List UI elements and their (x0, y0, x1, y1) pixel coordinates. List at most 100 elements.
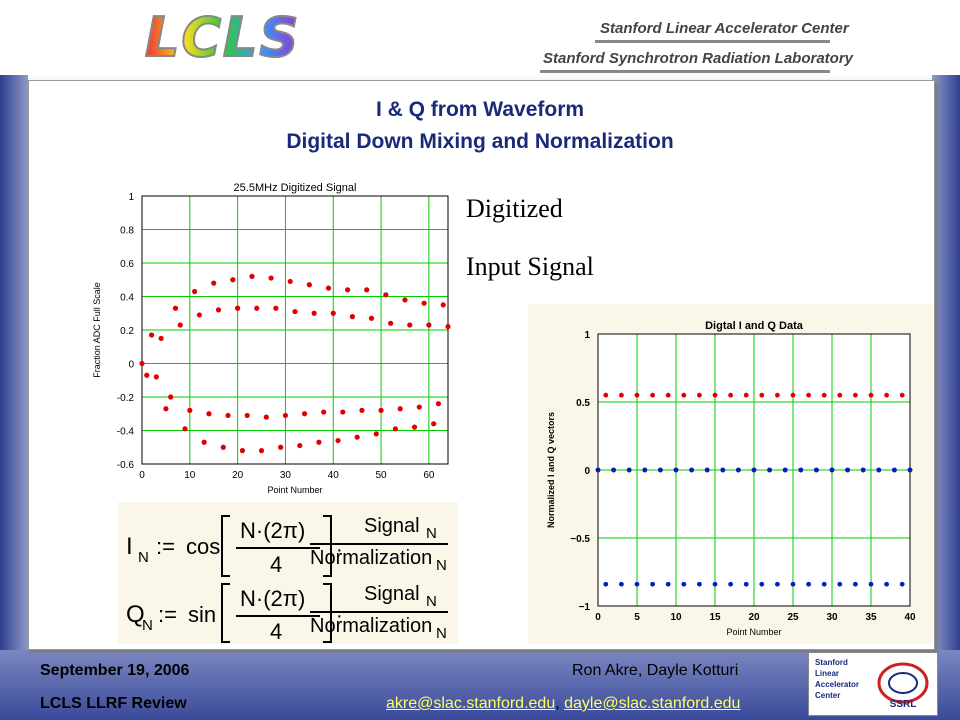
formula-q-dot: · (336, 605, 343, 627)
data-point (311, 310, 317, 316)
data-point (697, 581, 702, 587)
y-tick-label: -0.2 (117, 393, 135, 404)
x-tick-label: 0 (139, 470, 145, 481)
data-point (397, 406, 403, 412)
data-point (743, 581, 749, 587)
ssrl-ring-icon: SSRL (877, 662, 929, 710)
y-tick-label: 0 (584, 466, 590, 477)
data-point (634, 392, 640, 398)
slac-ssrl-logo: Stanford Linear Accelerator Center SSRL (808, 652, 938, 716)
data-point (704, 467, 710, 473)
x-axis-label: Point Number (267, 485, 322, 494)
formula-q-den: 4 (270, 619, 282, 644)
x-tick-label: 20 (232, 470, 244, 481)
x-tick-label: 10 (670, 612, 682, 623)
data-point (273, 305, 279, 311)
data-point (435, 401, 442, 407)
data-point (196, 312, 202, 318)
data-point (634, 581, 640, 587)
data-point (611, 467, 616, 473)
data-point (407, 322, 413, 328)
formula-cos: cos (186, 534, 220, 559)
data-point (354, 434, 360, 440)
data-point (206, 411, 212, 417)
formula-i-sub: N (138, 549, 149, 566)
data-point (860, 467, 866, 473)
data-point (148, 332, 155, 338)
data-point (316, 439, 322, 445)
data-point (806, 581, 811, 587)
data-point (163, 406, 169, 412)
data-point (158, 335, 164, 341)
data-point (411, 424, 418, 430)
data-point (907, 467, 913, 473)
formula-q-lhs: Q (126, 601, 145, 628)
email-link-kotturi[interactable]: dayle@slac.stanford.edu (564, 695, 741, 712)
data-point (790, 581, 796, 587)
x-tick-label: 30 (280, 470, 292, 481)
formula-i-lhs: I (126, 533, 133, 560)
slac-logo-line-3: Accelerator (815, 680, 860, 689)
y-tick-label: -0.4 (117, 427, 135, 438)
caption-input-signal: Input Signal (466, 252, 594, 281)
data-point (665, 581, 671, 587)
data-point (244, 412, 250, 419)
plot-frame (141, 195, 449, 465)
data-point (884, 581, 889, 587)
formula-q-normalization: Normalization (310, 615, 432, 637)
email-link-akre[interactable]: akre@slac.stanford.edu (386, 695, 556, 712)
footer-date: September 19, 2006 (40, 662, 190, 679)
data-point (868, 581, 874, 587)
digitized-signal-chart: 0 10 20 30 40 50 60 -0.6 -0.4 -0.2 0 0.2 0.4 0.6 0.8 1 2… (88, 172, 460, 494)
data-point (201, 439, 207, 445)
data-point (868, 392, 874, 398)
y-tick-label: 0.4 (120, 293, 134, 304)
footer-emails: akre@slac.stanford.edu, dayle@slac.stanf… (386, 695, 740, 713)
x-tick-label: 40 (904, 612, 916, 623)
data-point (364, 287, 370, 293)
data-point (814, 467, 819, 473)
formula-q-signal: Signal (364, 583, 420, 605)
data-point (759, 581, 765, 587)
formula-q-signal-sub: N (426, 593, 437, 610)
data-point (743, 392, 749, 398)
data-point (673, 467, 679, 473)
data-point (402, 297, 408, 303)
formula-background (118, 502, 458, 644)
data-point (876, 467, 882, 473)
data-point (144, 372, 150, 378)
data-point (368, 315, 375, 321)
x-tick-label: 50 (376, 470, 388, 481)
slac-logo-text: Stanford Linear Accelerator Center (815, 657, 859, 701)
slide-title-line2: Digital Down Mixing and Normalization (286, 130, 674, 153)
footer-event: LCLS LLRF Review (40, 695, 187, 712)
caption-digitized: Digitized (466, 194, 563, 223)
y-axis-label: Fraction ADC Full Scale (92, 282, 102, 378)
data-point (235, 305, 241, 311)
data-point (359, 407, 365, 413)
data-point (650, 392, 655, 398)
data-point (821, 392, 827, 398)
data-point (230, 277, 236, 283)
data-point (642, 467, 648, 473)
right-frame (932, 0, 960, 720)
data-point (292, 308, 298, 315)
data-point (392, 426, 399, 432)
data-point (681, 581, 687, 587)
formula-i-bracket-right (323, 515, 332, 577)
footer-band (0, 650, 960, 720)
data-point (383, 292, 389, 298)
data-point (821, 581, 827, 587)
data-point (658, 467, 663, 473)
data-point (681, 392, 687, 398)
data-point (736, 467, 741, 473)
slac-logo-line-4: Center (815, 691, 841, 700)
data-point (697, 392, 702, 398)
ssrl-label: SSRL (890, 699, 917, 710)
data-point (899, 392, 905, 398)
data-point (373, 431, 379, 437)
data-point (340, 409, 346, 415)
data-point (603, 392, 609, 398)
formula-q-norm-sub: N (436, 625, 447, 642)
data-point (665, 392, 671, 398)
